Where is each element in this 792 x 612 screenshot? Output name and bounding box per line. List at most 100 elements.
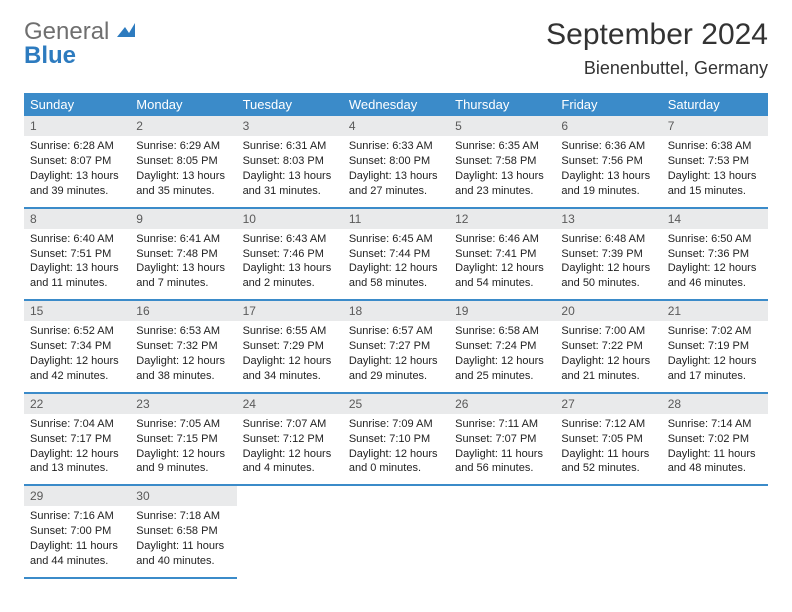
col-fri: Friday [555,93,661,116]
sunrise-label: Sunrise: 6:46 AM [455,232,549,247]
daylight-label: Daylight: 13 hours and 2 minutes. [243,261,337,291]
day-cell: 29Sunrise: 7:16 AMSunset: 7:00 PMDayligh… [24,485,130,578]
daylight-label: Daylight: 12 hours and 58 minutes. [349,261,443,291]
col-mon: Monday [130,93,236,116]
day-cell: 15Sunrise: 6:52 AMSunset: 7:34 PMDayligh… [24,300,130,393]
day-body: Sunrise: 6:57 AMSunset: 7:27 PMDaylight:… [343,321,449,391]
sunrise-label: Sunrise: 6:48 AM [561,232,655,247]
sunrise-label: Sunrise: 6:28 AM [30,139,124,154]
sunset-label: Sunset: 8:00 PM [349,154,443,169]
sunset-label: Sunset: 7:53 PM [668,154,762,169]
sunrise-label: Sunrise: 6:55 AM [243,324,337,339]
sunset-label: Sunset: 7:02 PM [668,432,762,447]
daylight-label: Daylight: 12 hours and 50 minutes. [561,261,655,291]
day-body: Sunrise: 7:16 AMSunset: 7:00 PMDaylight:… [24,506,130,576]
sunset-label: Sunset: 7:05 PM [561,432,655,447]
sunset-label: Sunset: 7:39 PM [561,247,655,262]
daylight-label: Daylight: 11 hours and 56 minutes. [455,447,549,477]
day-number: 28 [662,394,768,414]
day-cell: 1Sunrise: 6:28 AMSunset: 8:07 PMDaylight… [24,116,130,208]
day-body: Sunrise: 6:46 AMSunset: 7:41 PMDaylight:… [449,229,555,299]
day-cell: 25Sunrise: 7:09 AMSunset: 7:10 PMDayligh… [343,393,449,486]
sunrise-label: Sunrise: 6:41 AM [136,232,230,247]
daylight-label: Daylight: 13 hours and 7 minutes. [136,261,230,291]
day-number: 1 [24,116,130,136]
day-number: 23 [130,394,236,414]
brand-mark-icon [115,19,137,46]
day-number: 30 [130,486,236,506]
day-cell: 7Sunrise: 6:38 AMSunset: 7:53 PMDaylight… [662,116,768,208]
day-body: Sunrise: 7:11 AMSunset: 7:07 PMDaylight:… [449,414,555,484]
day-body: Sunrise: 7:18 AMSunset: 6:58 PMDaylight:… [130,506,236,576]
day-body: Sunrise: 6:36 AMSunset: 7:56 PMDaylight:… [555,136,661,206]
day-number: 29 [24,486,130,506]
daylight-label: Daylight: 12 hours and 13 minutes. [30,447,124,477]
day-cell: 24Sunrise: 7:07 AMSunset: 7:12 PMDayligh… [237,393,343,486]
day-number: 10 [237,209,343,229]
day-number: 5 [449,116,555,136]
col-thu: Thursday [449,93,555,116]
calendar-page: General September 2024 Bienenbuttel, Ger… [0,0,792,597]
sunrise-label: Sunrise: 6:29 AM [136,139,230,154]
day-body: Sunrise: 7:02 AMSunset: 7:19 PMDaylight:… [662,321,768,391]
day-cell: 30Sunrise: 7:18 AMSunset: 6:58 PMDayligh… [130,485,236,578]
day-cell: 8Sunrise: 6:40 AMSunset: 7:51 PMDaylight… [24,208,130,301]
day-cell [555,485,661,578]
day-cell: 4Sunrise: 6:33 AMSunset: 8:00 PMDaylight… [343,116,449,208]
sunset-label: Sunset: 7:29 PM [243,339,337,354]
daylight-label: Daylight: 13 hours and 39 minutes. [30,169,124,199]
daylight-label: Daylight: 13 hours and 35 minutes. [136,169,230,199]
day-number: 14 [662,209,768,229]
sunrise-label: Sunrise: 6:58 AM [455,324,549,339]
daylight-label: Daylight: 11 hours and 52 minutes. [561,447,655,477]
sunrise-label: Sunrise: 7:00 AM [561,324,655,339]
day-body: Sunrise: 6:50 AMSunset: 7:36 PMDaylight:… [662,229,768,299]
daylight-label: Daylight: 12 hours and 42 minutes. [30,354,124,384]
daylight-label: Daylight: 12 hours and 0 minutes. [349,447,443,477]
day-body: Sunrise: 6:35 AMSunset: 7:58 PMDaylight:… [449,136,555,206]
daylight-label: Daylight: 11 hours and 40 minutes. [136,539,230,569]
daylight-label: Daylight: 12 hours and 38 minutes. [136,354,230,384]
sunset-label: Sunset: 7:19 PM [668,339,762,354]
day-body: Sunrise: 6:48 AMSunset: 7:39 PMDaylight:… [555,229,661,299]
day-number: 6 [555,116,661,136]
sunset-label: Sunset: 7:46 PM [243,247,337,262]
day-cell: 22Sunrise: 7:04 AMSunset: 7:17 PMDayligh… [24,393,130,486]
brand-blue-wrap: Blue [24,42,76,70]
sunset-label: Sunset: 7:56 PM [561,154,655,169]
day-number: 9 [130,209,236,229]
sunrise-label: Sunrise: 6:40 AM [30,232,124,247]
day-cell: 2Sunrise: 6:29 AMSunset: 8:05 PMDaylight… [130,116,236,208]
sunset-label: Sunset: 7:32 PM [136,339,230,354]
sunset-label: Sunset: 7:22 PM [561,339,655,354]
day-body: Sunrise: 7:05 AMSunset: 7:15 PMDaylight:… [130,414,236,484]
day-number: 8 [24,209,130,229]
day-cell: 21Sunrise: 7:02 AMSunset: 7:19 PMDayligh… [662,300,768,393]
col-tue: Tuesday [237,93,343,116]
day-number: 7 [662,116,768,136]
sunrise-label: Sunrise: 6:33 AM [349,139,443,154]
sunset-label: Sunset: 7:15 PM [136,432,230,447]
day-cell: 20Sunrise: 7:00 AMSunset: 7:22 PMDayligh… [555,300,661,393]
day-body: Sunrise: 7:00 AMSunset: 7:22 PMDaylight:… [555,321,661,391]
sunset-label: Sunset: 7:07 PM [455,432,549,447]
day-cell [237,485,343,578]
sunrise-label: Sunrise: 6:52 AM [30,324,124,339]
sunrise-label: Sunrise: 7:12 AM [561,417,655,432]
day-cell [449,485,555,578]
daylight-label: Daylight: 12 hours and 9 minutes. [136,447,230,477]
day-body: Sunrise: 6:29 AMSunset: 8:05 PMDaylight:… [130,136,236,206]
sunset-label: Sunset: 6:58 PM [136,524,230,539]
daylight-label: Daylight: 11 hours and 44 minutes. [30,539,124,569]
sunset-label: Sunset: 7:44 PM [349,247,443,262]
sunrise-label: Sunrise: 7:11 AM [455,417,549,432]
sunrise-label: Sunrise: 6:43 AM [243,232,337,247]
day-body: Sunrise: 6:31 AMSunset: 8:03 PMDaylight:… [237,136,343,206]
month-title: September 2024 [546,18,768,52]
sunset-label: Sunset: 7:00 PM [30,524,124,539]
day-number: 15 [24,301,130,321]
day-cell: 19Sunrise: 6:58 AMSunset: 7:24 PMDayligh… [449,300,555,393]
sunrise-label: Sunrise: 6:31 AM [243,139,337,154]
day-cell: 26Sunrise: 7:11 AMSunset: 7:07 PMDayligh… [449,393,555,486]
sunrise-label: Sunrise: 7:05 AM [136,417,230,432]
